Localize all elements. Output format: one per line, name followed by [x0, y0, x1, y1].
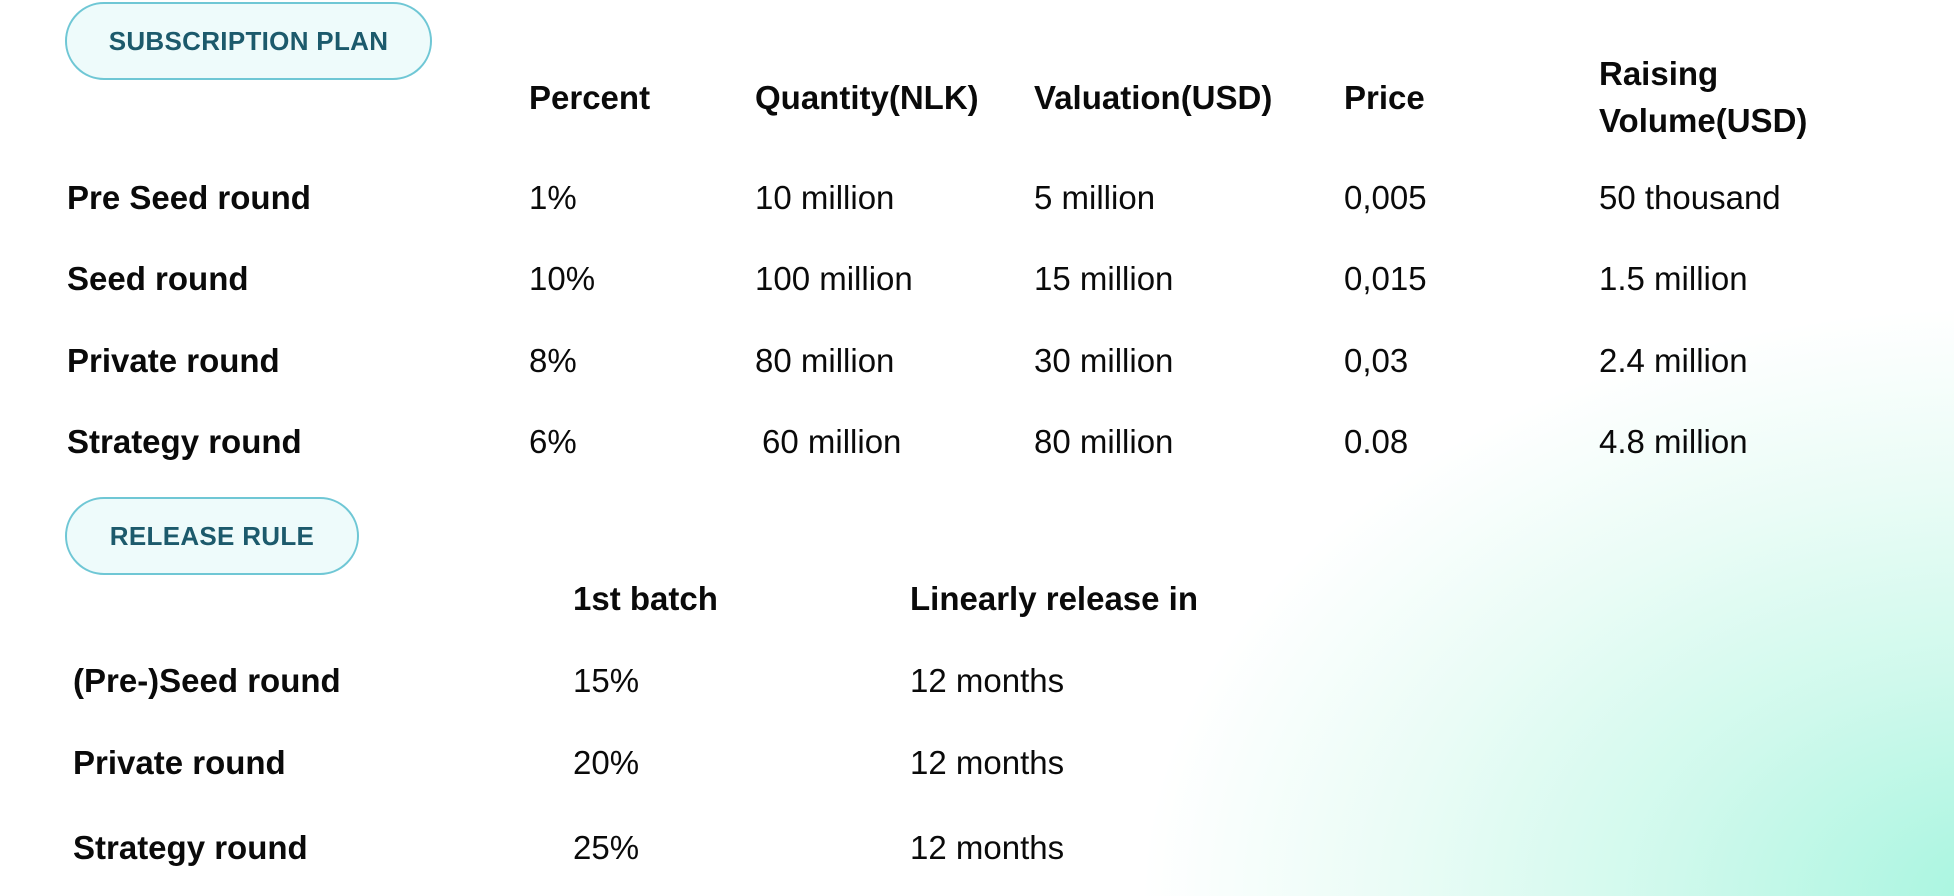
cell-first-batch: 15% [573, 662, 640, 699]
row-label-private-release: Private round [73, 744, 286, 781]
cell-valuation: 5 million [1034, 179, 1156, 216]
cell-price: 0,015 [1344, 260, 1427, 297]
header-valuation: Valuation(USD) [1034, 79, 1273, 116]
cell-raising-volume: 2.4 million [1599, 342, 1748, 379]
row-label-pre-seed: Pre Seed round [67, 179, 311, 216]
cell-raising-volume: 50 thousand [1599, 179, 1781, 216]
cell-percent: 1% [529, 179, 577, 216]
cell-price: 0,005 [1344, 179, 1427, 216]
release-rule-button[interactable]: RELEASE RULE [65, 497, 359, 575]
cell-price: 0.08 [1344, 423, 1409, 460]
row-label-strategy: Strategy round [67, 423, 302, 460]
cell-raising-volume: 1.5 million [1599, 260, 1748, 297]
cell-quantity: 10 million [755, 179, 895, 216]
header-percent: Percent [529, 79, 651, 116]
header-raising-volume-line1: Raising [1599, 55, 1719, 92]
cell-raising-volume: 4.8 million [1599, 423, 1748, 460]
row-label-seed: Seed round [67, 260, 249, 297]
cell-first-batch: 20% [573, 744, 640, 781]
cell-valuation: 30 million [1034, 342, 1174, 379]
cell-first-batch: 25% [573, 829, 640, 866]
header-first-batch: 1st batch [573, 580, 718, 617]
header-price: Price [1344, 79, 1425, 116]
cell-linear-release: 12 months [910, 662, 1065, 699]
subscription-plan-button[interactable]: SUBSCRIPTION PLAN [65, 2, 432, 80]
header-raising-volume-line2: Volume(USD) [1599, 102, 1808, 139]
header-linear-release: Linearly release in [910, 580, 1198, 617]
row-label-pre-seed-seed: (Pre-)Seed round [73, 662, 341, 699]
cell-quantity: 100 million [755, 260, 913, 297]
cell-percent: 8% [529, 342, 577, 379]
cell-quantity: 60 million [762, 423, 902, 460]
header-quantity: Quantity(NLK) [755, 79, 979, 116]
cell-valuation: 15 million [1034, 260, 1174, 297]
cell-percent: 6% [529, 423, 577, 460]
cell-percent: 10% [529, 260, 596, 297]
row-label-private: Private round [67, 342, 280, 379]
cell-price: 0,03 [1344, 342, 1409, 379]
cell-quantity: 80 million [755, 342, 895, 379]
cell-valuation: 80 million [1034, 423, 1174, 460]
cell-linear-release: 12 months [910, 829, 1065, 866]
row-label-strategy-release: Strategy round [73, 829, 308, 866]
cell-linear-release: 12 months [910, 744, 1065, 781]
